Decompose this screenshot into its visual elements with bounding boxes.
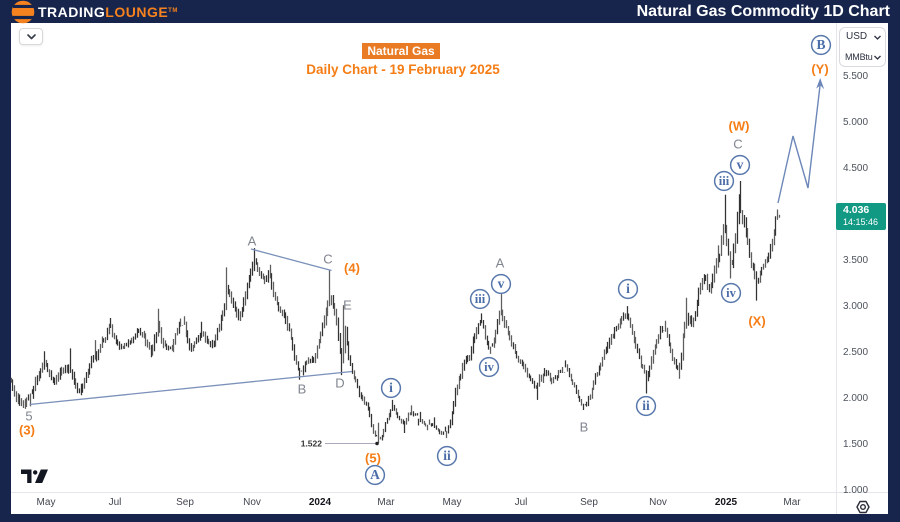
svg-text:(5): (5) bbox=[365, 451, 381, 466]
svg-text:iv: iv bbox=[726, 286, 736, 300]
svg-text:1.522: 1.522 bbox=[301, 439, 323, 449]
svg-text:C: C bbox=[733, 137, 742, 152]
svg-text:v: v bbox=[498, 276, 505, 291]
svg-text:(Y): (Y) bbox=[811, 62, 828, 77]
svg-text:iv: iv bbox=[484, 360, 494, 374]
svg-text:D: D bbox=[335, 376, 344, 391]
svg-text:ii: ii bbox=[642, 398, 650, 413]
svg-text:ii: ii bbox=[443, 448, 451, 463]
svg-text:C: C bbox=[323, 252, 332, 267]
svg-text:(3): (3) bbox=[19, 423, 35, 438]
svg-text:i: i bbox=[626, 281, 630, 296]
svg-text:(X): (X) bbox=[748, 314, 765, 329]
svg-text:A: A bbox=[496, 256, 505, 271]
svg-text:A: A bbox=[370, 467, 380, 482]
svg-text:(W): (W) bbox=[729, 119, 750, 134]
svg-text:5: 5 bbox=[25, 409, 32, 424]
svg-text:E: E bbox=[343, 298, 352, 313]
svg-text:iii: iii bbox=[719, 174, 730, 188]
svg-text:B: B bbox=[298, 382, 307, 397]
svg-text:iii: iii bbox=[475, 292, 486, 306]
svg-text:(4): (4) bbox=[344, 261, 360, 276]
svg-text:B: B bbox=[816, 37, 825, 52]
svg-text:i: i bbox=[389, 380, 393, 395]
svg-text:v: v bbox=[737, 157, 744, 172]
svg-text:B: B bbox=[580, 420, 589, 435]
svg-text:A: A bbox=[248, 234, 257, 249]
